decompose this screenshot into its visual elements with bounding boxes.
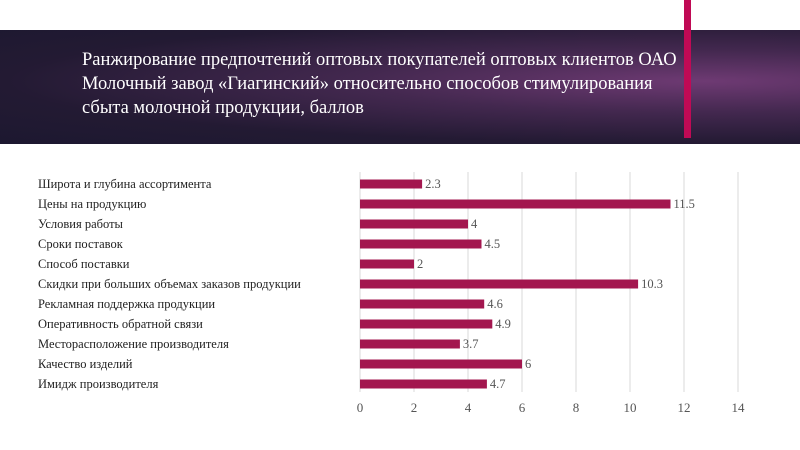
bar — [360, 239, 482, 249]
bar — [360, 179, 423, 189]
x-tick-label: 8 — [573, 400, 580, 415]
x-tick-label: 10 — [624, 400, 637, 415]
data-label: 3.7 — [463, 337, 479, 351]
category-label: Сроки поставок — [38, 237, 124, 251]
category-label: Качество изделий — [38, 357, 133, 371]
bar — [360, 359, 522, 369]
bar — [360, 379, 487, 389]
category-label: Оперативность обратной связи — [38, 317, 203, 331]
bar — [360, 279, 639, 289]
category-label: Условия работы — [38, 217, 124, 231]
x-tick-label: 6 — [519, 400, 526, 415]
bar-chart: Широта и глубина ассортимента Цены на про… — [38, 172, 745, 415]
data-label: 4.7 — [490, 377, 506, 391]
x-tick-label: 12 — [678, 400, 691, 415]
slide-title: Ранжирование предпочтений оптовых покупа… — [82, 50, 677, 118]
data-label: 2.3 — [425, 177, 441, 191]
data-label: 10.3 — [641, 277, 663, 291]
data-label: 4 — [471, 217, 478, 231]
bar — [360, 219, 468, 229]
value-labels: 2.3 11.5 4 4.5 2 10.3 4.6 4.9 3.7 6 4.7 — [417, 177, 695, 391]
category-label: Скидки при больших объемах заказов проду… — [38, 277, 301, 291]
x-tick-label: 4 — [465, 400, 472, 415]
category-label: Месторасположение производителя — [38, 337, 229, 351]
x-tick-label: 2 — [411, 400, 418, 415]
bar — [360, 319, 493, 329]
category-label: Способ поставки — [38, 257, 130, 271]
bar — [360, 339, 460, 349]
accent-bar — [684, 0, 691, 138]
x-tick-label: 0 — [357, 400, 364, 415]
chart-bars — [360, 179, 671, 389]
bar — [360, 259, 414, 269]
category-label: Цены на продукцию — [38, 197, 146, 211]
x-axis-ticks: 0 2 4 6 8 10 12 14 — [357, 400, 745, 415]
data-label: 2 — [417, 257, 423, 271]
data-label: 4.9 — [495, 317, 511, 331]
data-label: 4.6 — [487, 297, 503, 311]
category-label: Рекламная поддержка продукции — [38, 297, 215, 311]
bar — [360, 299, 485, 309]
bar — [360, 199, 671, 209]
category-label: Широта и глубина ассортимента — [38, 177, 212, 191]
data-label: 4.5 — [485, 237, 501, 251]
title-banner — [0, 30, 800, 144]
category-label: Имидж производителя — [38, 377, 159, 391]
x-tick-label: 14 — [732, 400, 746, 415]
data-label: 6 — [525, 357, 531, 371]
category-labels: Широта и глубина ассортимента Цены на про… — [38, 177, 301, 391]
data-label: 11.5 — [674, 197, 695, 211]
